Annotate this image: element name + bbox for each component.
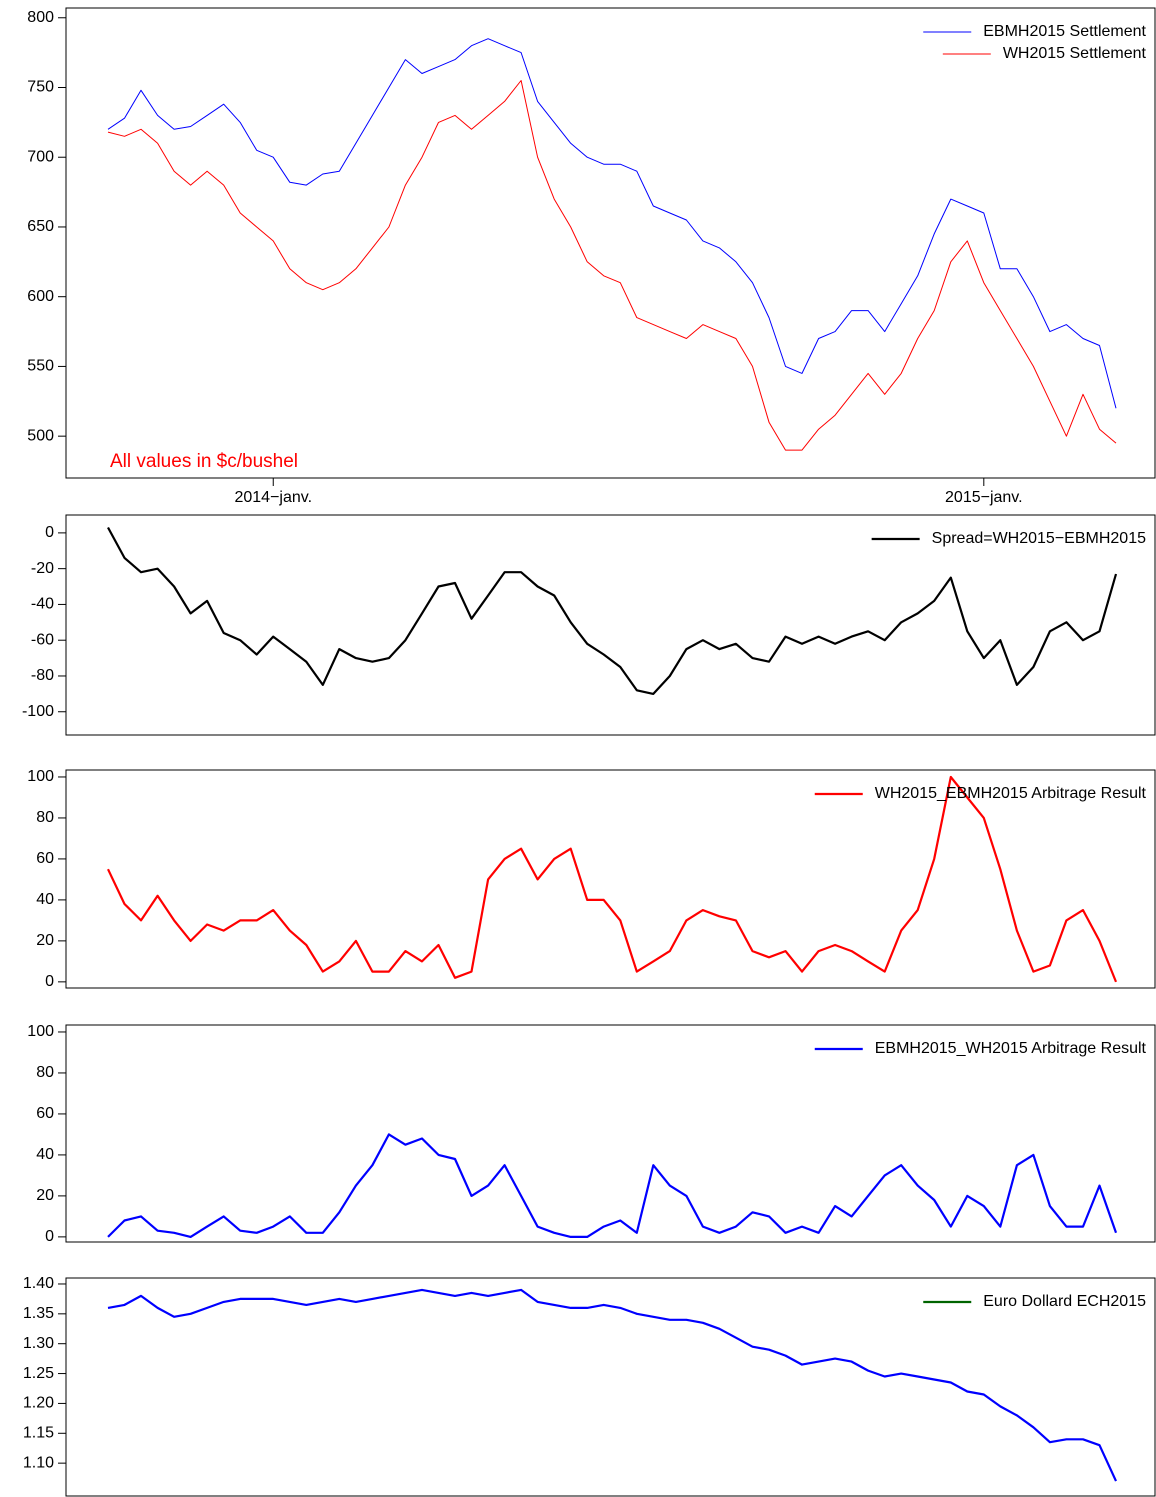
series-line bbox=[107, 80, 1117, 451]
y-tick-label: 700 bbox=[27, 148, 54, 165]
panel-frame bbox=[65, 514, 1156, 736]
y-tick-label: 60 bbox=[36, 1105, 54, 1122]
y-tick-label: 1.15 bbox=[23, 1425, 54, 1442]
panel-frame bbox=[65, 1024, 1156, 1243]
y-tick-label: -100 bbox=[22, 703, 54, 720]
y-tick-label: 20 bbox=[36, 932, 54, 949]
y-tick-label: 800 bbox=[27, 9, 54, 26]
y-tick-label: 1.10 bbox=[23, 1454, 54, 1471]
y-tick-label: 40 bbox=[36, 1146, 54, 1163]
series-line bbox=[107, 38, 1117, 409]
y-tick-label: 0 bbox=[45, 1228, 54, 1245]
legend-label: WH2015 Settlement bbox=[1003, 45, 1147, 62]
annotation: All values in $c/bushel bbox=[110, 451, 298, 472]
y-tick-label: 1.25 bbox=[23, 1365, 54, 1382]
panel-frame bbox=[65, 1277, 1156, 1497]
y-tick-label: -40 bbox=[31, 596, 54, 613]
series-line bbox=[107, 1133, 1118, 1238]
y-tick-label: 500 bbox=[27, 427, 54, 444]
legend-label: EBMH2015_WH2015 Arbitrage Result bbox=[875, 1040, 1147, 1057]
legend-label: EBMH2015 Settlement bbox=[983, 23, 1146, 40]
x-tick-label: 2014−janv. bbox=[234, 489, 312, 506]
y-tick-label: 750 bbox=[27, 79, 54, 96]
y-tick-label: 650 bbox=[27, 218, 54, 235]
y-tick-label: -20 bbox=[31, 560, 54, 577]
y-tick-label: 1.35 bbox=[23, 1305, 54, 1322]
y-tick-label: 1.30 bbox=[23, 1335, 54, 1352]
legend-label: Euro Dollard ECH2015 bbox=[983, 1293, 1146, 1310]
y-tick-label: 550 bbox=[27, 358, 54, 375]
y-tick-label: -80 bbox=[31, 667, 54, 684]
series-line bbox=[107, 526, 1118, 695]
legend-label: WH2015_EBMH2015 Arbitrage Result bbox=[875, 785, 1147, 802]
y-tick-label: 60 bbox=[36, 850, 54, 867]
y-tick-label: -60 bbox=[31, 631, 54, 648]
series-line bbox=[107, 775, 1118, 983]
y-tick-label: 80 bbox=[36, 1064, 54, 1081]
y-tick-label: 1.40 bbox=[23, 1275, 54, 1292]
y-tick-label: 100 bbox=[27, 1023, 54, 1040]
y-tick-label: 1.20 bbox=[23, 1395, 54, 1412]
y-tick-label: 600 bbox=[27, 288, 54, 305]
y-tick-label: 0 bbox=[45, 524, 54, 541]
y-tick-label: 40 bbox=[36, 891, 54, 908]
series-line bbox=[107, 1288, 1117, 1482]
y-tick-label: 100 bbox=[27, 768, 54, 785]
x-tick-label: 2015−janv. bbox=[945, 489, 1023, 506]
y-tick-label: 20 bbox=[36, 1187, 54, 1204]
legend-label: Spread=WH2015−EBMH2015 bbox=[932, 530, 1146, 547]
panel-frame bbox=[65, 769, 1156, 989]
panel-frame bbox=[65, 7, 1156, 479]
y-tick-label: 0 bbox=[45, 973, 54, 990]
y-tick-label: 80 bbox=[36, 809, 54, 826]
